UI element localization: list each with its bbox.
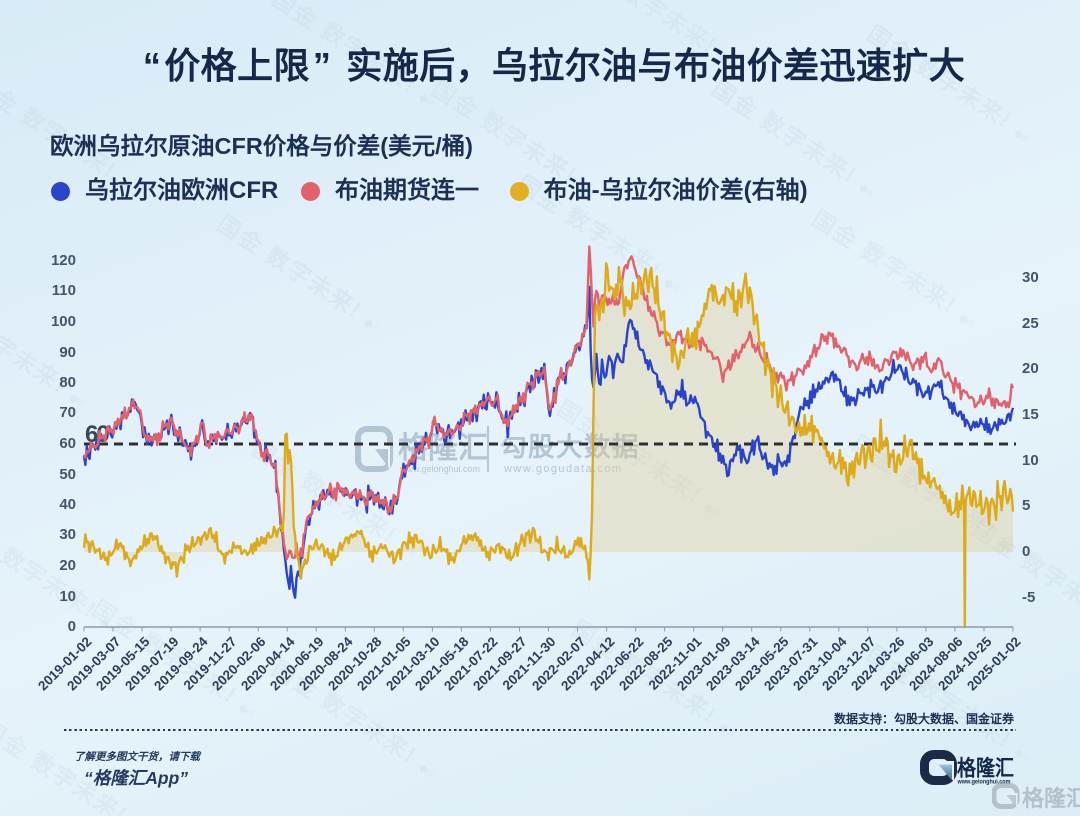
svg-text:勾股大数据: 勾股大数据 [500, 432, 640, 462]
svg-text:格隆汇: 格隆汇 [957, 756, 1014, 781]
svg-text:www.gelonghui.com: www.gelonghui.com [399, 464, 480, 474]
svg-text:格隆汇: 格隆汇 [1022, 786, 1080, 811]
svg-text:www.gelonghui.com: www.gelonghui.com [957, 779, 1011, 786]
